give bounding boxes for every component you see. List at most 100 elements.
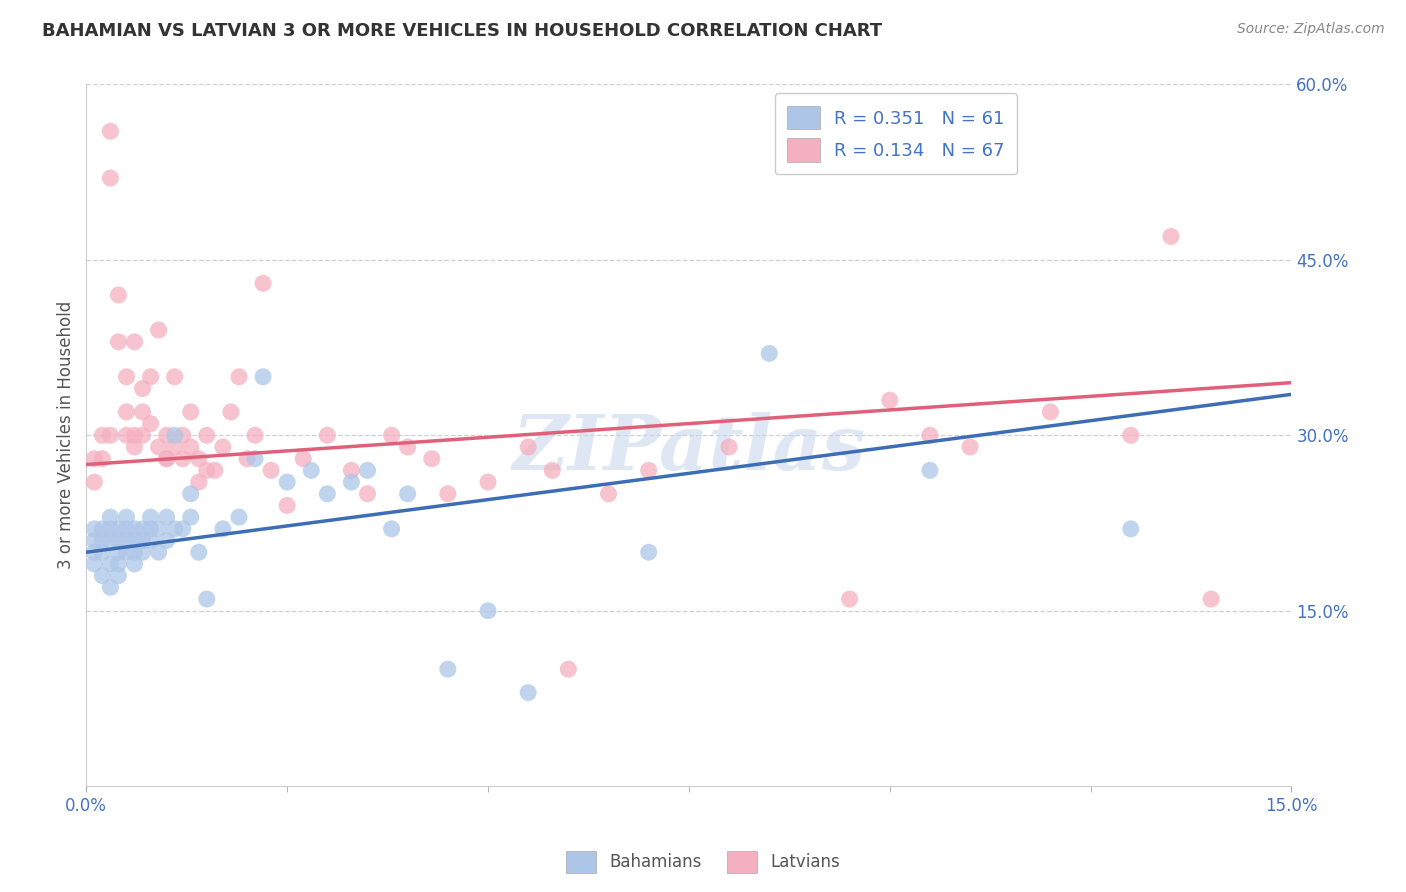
Point: [356, 463, 378, 477]
Point: [598, 487, 620, 501]
Point: [918, 463, 941, 477]
Y-axis label: 3 or more Vehicles in Household: 3 or more Vehicles in Household: [58, 301, 75, 569]
Point: [356, 487, 378, 501]
Point: [1160, 229, 1182, 244]
Point: [107, 334, 129, 349]
Point: [637, 545, 659, 559]
Point: [163, 428, 186, 442]
Point: [83, 533, 105, 548]
Point: [212, 522, 235, 536]
Point: [139, 522, 162, 536]
Point: [195, 592, 218, 607]
Point: [124, 334, 146, 349]
Point: [100, 522, 122, 536]
Point: [718, 440, 741, 454]
Point: [124, 545, 146, 559]
Point: [156, 510, 179, 524]
Point: [381, 522, 404, 536]
Point: [139, 417, 162, 431]
Point: [180, 440, 202, 454]
Point: [236, 451, 259, 466]
Point: [1119, 428, 1142, 442]
Point: [139, 369, 162, 384]
Point: [107, 557, 129, 571]
Point: [107, 533, 129, 548]
Point: [557, 662, 579, 676]
Point: [959, 440, 981, 454]
Point: [396, 440, 419, 454]
Point: [115, 533, 138, 548]
Point: [91, 545, 114, 559]
Point: [107, 288, 129, 302]
Text: ZIPatlas: ZIPatlas: [512, 412, 866, 486]
Point: [219, 405, 242, 419]
Point: [100, 533, 122, 548]
Point: [131, 405, 153, 419]
Point: [187, 475, 209, 489]
Point: [316, 487, 339, 501]
Point: [91, 522, 114, 536]
Point: [212, 440, 235, 454]
Point: [299, 463, 322, 477]
Point: [243, 428, 266, 442]
Point: [124, 533, 146, 548]
Point: [156, 451, 179, 466]
Point: [107, 568, 129, 582]
Point: [100, 124, 122, 138]
Point: [477, 475, 499, 489]
Point: [180, 405, 202, 419]
Point: [83, 557, 105, 571]
Legend: R = 0.351   N = 61, R = 0.134   N = 67: R = 0.351 N = 61, R = 0.134 N = 67: [775, 94, 1018, 174]
Point: [124, 428, 146, 442]
Point: [139, 533, 162, 548]
Point: [1119, 522, 1142, 536]
Point: [83, 522, 105, 536]
Point: [437, 662, 460, 676]
Point: [420, 451, 443, 466]
Text: BAHAMIAN VS LATVIAN 3 OR MORE VEHICLES IN HOUSEHOLD CORRELATION CHART: BAHAMIAN VS LATVIAN 3 OR MORE VEHICLES I…: [42, 22, 883, 40]
Point: [180, 487, 202, 501]
Legend: Bahamians, Latvians: Bahamians, Latvians: [560, 845, 846, 880]
Point: [243, 451, 266, 466]
Point: [517, 685, 540, 699]
Point: [838, 592, 860, 607]
Point: [252, 369, 274, 384]
Point: [83, 451, 105, 466]
Point: [228, 369, 250, 384]
Point: [115, 428, 138, 442]
Point: [107, 522, 129, 536]
Point: [148, 323, 170, 337]
Point: [91, 428, 114, 442]
Point: [195, 428, 218, 442]
Point: [276, 499, 298, 513]
Point: [124, 440, 146, 454]
Point: [131, 533, 153, 548]
Point: [187, 451, 209, 466]
Point: [1039, 405, 1062, 419]
Point: [396, 487, 419, 501]
Point: [228, 510, 250, 524]
Point: [115, 522, 138, 536]
Point: [437, 487, 460, 501]
Point: [260, 463, 283, 477]
Point: [83, 475, 105, 489]
Point: [637, 463, 659, 477]
Point: [517, 440, 540, 454]
Point: [1199, 592, 1222, 607]
Point: [115, 405, 138, 419]
Point: [156, 533, 179, 548]
Point: [758, 346, 780, 360]
Point: [381, 428, 404, 442]
Point: [131, 545, 153, 559]
Point: [172, 428, 194, 442]
Point: [131, 522, 153, 536]
Point: [91, 451, 114, 466]
Point: [187, 545, 209, 559]
Point: [131, 382, 153, 396]
Point: [163, 369, 186, 384]
Point: [204, 463, 226, 477]
Point: [139, 510, 162, 524]
Point: [100, 428, 122, 442]
Point: [148, 440, 170, 454]
Point: [91, 568, 114, 582]
